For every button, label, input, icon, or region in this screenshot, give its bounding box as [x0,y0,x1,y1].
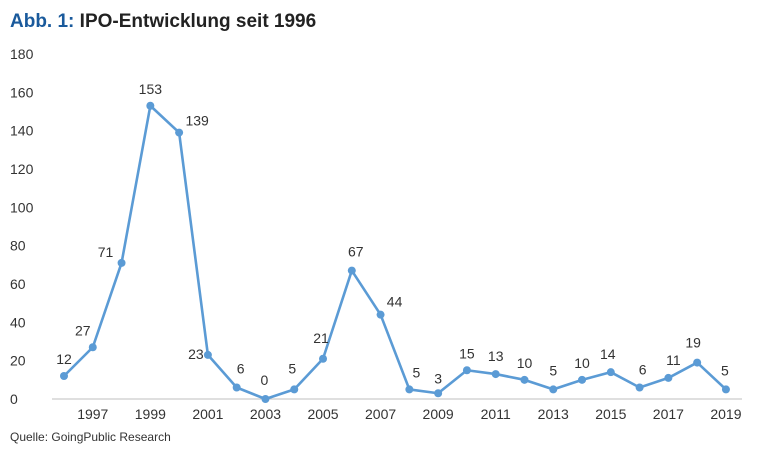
data-label: 19 [685,335,701,351]
data-label: 10 [574,355,590,371]
y-tick-label: 180 [10,46,34,62]
data-label: 13 [488,348,504,364]
data-label: 67 [348,244,364,260]
figure-number: Abb. 1: [10,11,75,32]
data-label: 44 [387,294,403,310]
x-tick-label: 2015 [595,406,626,422]
data-point [88,343,97,352]
data-point [578,375,587,384]
data-label: 23 [188,346,204,362]
data-label: 15 [459,345,475,361]
x-tick-label: 2003 [250,406,281,422]
y-tick-label: 80 [10,238,26,254]
chart-title-text: IPO-Entwicklung seit 1996 [79,11,317,32]
data-point [117,258,126,267]
data-label: 14 [600,346,616,362]
data-point [290,385,299,394]
data-point [520,375,529,384]
y-tick-label: 0 [10,391,18,407]
data-point [693,358,702,367]
data-label: 10 [517,355,533,371]
x-tick-label: 2011 [481,406,511,422]
data-point [721,385,730,394]
x-tick-label: 2007 [365,406,396,422]
data-point [606,368,615,377]
y-tick-label: 120 [10,161,34,177]
y-tick-label: 160 [10,84,34,100]
data-point [261,395,270,403]
data-point [232,383,241,392]
x-tick-label: 1999 [135,406,166,422]
data-label: 21 [313,330,329,346]
data-label: 71 [98,244,114,260]
data-label: 3 [434,370,442,386]
y-tick-label: 140 [10,123,34,139]
y-tick-label: 20 [10,353,26,369]
data-point [491,370,500,379]
x-tick-label: 2017 [653,406,684,422]
y-tick-label: 60 [10,276,26,292]
y-tick-label: 40 [10,314,26,330]
source-note: Quelle: GoingPublic Research [10,430,171,444]
x-tick-label: 2009 [423,406,454,422]
x-tick-label: 1997 [77,406,108,422]
data-point [175,128,184,137]
x-tick-label: 2005 [307,406,338,422]
data-label: 5 [412,364,420,380]
data-label: 12 [56,351,72,367]
data-label: 5 [549,362,557,378]
data-point [664,373,673,382]
data-label: 27 [75,322,91,338]
data-label: 5 [721,362,729,378]
x-tick-label: 2013 [538,406,569,422]
data-point [549,385,558,394]
data-point [146,101,155,110]
data-label: 139 [185,113,209,129]
data-point [376,310,385,319]
data-label: 11 [666,352,681,368]
data-label: 6 [639,362,647,378]
data-label: 153 [139,81,163,97]
data-label: 5 [288,360,296,376]
x-tick-label: 2001 [192,406,223,422]
data-point [635,383,644,392]
data-point [405,385,414,394]
data-point [60,372,68,380]
data-point [434,389,443,398]
data-label: 0 [261,372,269,388]
data-point [319,354,328,363]
chart-title: Abb. 1: IPO-Entwicklung seit 1996 [10,11,316,33]
y-tick-label: 100 [10,199,34,215]
x-tick-label: 2019 [710,406,741,422]
data-label: 6 [237,361,245,377]
series-line [63,104,727,401]
data-point [347,266,356,275]
data-point [203,350,212,359]
data-point [462,366,471,375]
